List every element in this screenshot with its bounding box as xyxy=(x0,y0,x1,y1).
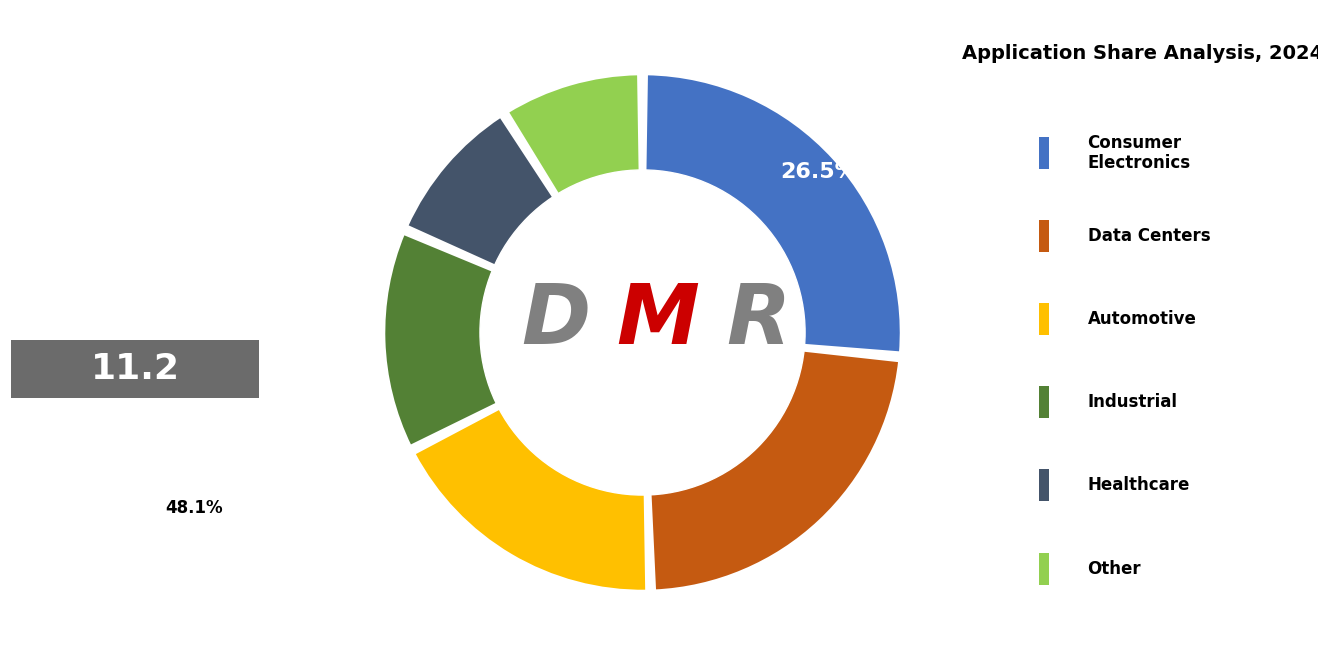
Text: Data Centers: Data Centers xyxy=(1087,227,1210,245)
Wedge shape xyxy=(414,408,647,591)
Text: Healthcare: Healthcare xyxy=(1087,476,1190,495)
Text: Global Chiplets
Market Size
(USD Billion), 2024: Global Chiplets Market Size (USD Billion… xyxy=(50,255,220,310)
Bar xyxy=(1039,469,1049,501)
Bar xyxy=(1039,386,1049,418)
FancyBboxPatch shape xyxy=(11,340,260,398)
Wedge shape xyxy=(507,74,641,196)
Text: Automotive: Automotive xyxy=(1087,310,1197,329)
Text: 11.2: 11.2 xyxy=(91,352,179,386)
Wedge shape xyxy=(645,74,902,353)
Text: Other: Other xyxy=(1087,559,1141,578)
Text: 26.5%: 26.5% xyxy=(780,162,858,182)
Text: 48.1%: 48.1% xyxy=(166,499,223,517)
Circle shape xyxy=(480,170,805,495)
Bar xyxy=(1039,553,1049,585)
Text: Consumer
Electronics: Consumer Electronics xyxy=(1087,134,1190,172)
Text: Dimension
Market
Research: Dimension Market Research xyxy=(53,71,217,168)
Bar xyxy=(1039,303,1049,335)
Wedge shape xyxy=(407,116,555,267)
Text: D: D xyxy=(522,280,590,360)
Wedge shape xyxy=(650,350,900,591)
Text: R: R xyxy=(726,280,791,360)
Text: M: M xyxy=(616,280,699,360)
Text: Industrial: Industrial xyxy=(1087,393,1177,412)
Wedge shape xyxy=(384,233,498,446)
Polygon shape xyxy=(13,439,257,585)
Bar xyxy=(1039,220,1049,252)
FancyBboxPatch shape xyxy=(144,481,246,535)
Text: Application Share Analysis, 2024: Application Share Analysis, 2024 xyxy=(962,44,1318,63)
Bar xyxy=(1039,137,1049,169)
Text: CAGR
2024-2033: CAGR 2024-2033 xyxy=(36,485,127,519)
